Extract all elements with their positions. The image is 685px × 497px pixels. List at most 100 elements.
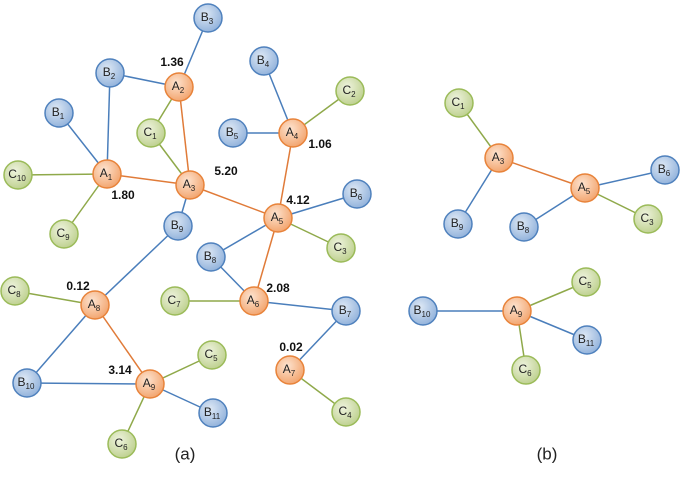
node-subscript: 6 — [666, 169, 671, 178]
node — [335, 76, 365, 106]
node-letter: A — [271, 210, 279, 224]
node-label: C1 — [143, 125, 157, 141]
node-label: C4 — [338, 404, 352, 420]
node-letter: C — [8, 167, 17, 181]
node — [502, 296, 532, 326]
edge — [94, 225, 179, 306]
node-subscript: 3 — [649, 218, 654, 227]
node — [44, 98, 74, 128]
edge — [498, 157, 586, 189]
node — [239, 286, 269, 316]
node-label: C10 — [8, 167, 26, 183]
node-letter: B — [578, 332, 586, 346]
node-weight: 4.12 — [286, 193, 310, 207]
node-subscript: 8 — [525, 226, 530, 235]
node — [164, 72, 194, 102]
node-subscript: 6 — [358, 193, 363, 202]
node-label: A3 — [183, 177, 196, 193]
node — [342, 179, 372, 209]
node-label: B3 — [201, 10, 214, 26]
node — [136, 118, 166, 148]
node-label: C7 — [167, 293, 181, 309]
node-letter: A — [88, 297, 96, 311]
node-letter: A — [143, 376, 151, 390]
edge — [26, 382, 151, 385]
node-subscript: 6 — [527, 369, 532, 378]
node — [572, 325, 602, 355]
node-letter: B — [18, 375, 26, 389]
node-subscript: 4 — [294, 132, 299, 141]
node — [197, 340, 227, 370]
node-subscript: 4 — [265, 60, 270, 69]
node-label: B9 — [451, 216, 464, 232]
node-subscript: 5 — [213, 354, 218, 363]
caption: (a) — [175, 444, 196, 463]
node-letter: B — [204, 405, 212, 419]
node-subscript: 9 — [518, 310, 523, 319]
node — [444, 88, 474, 118]
node-label: C3 — [640, 211, 654, 227]
node-letter: C — [578, 274, 587, 288]
node-letter: B — [171, 218, 179, 232]
edge — [178, 86, 191, 186]
edge — [94, 304, 151, 385]
node-label: A9 — [510, 303, 523, 319]
node-label: A3 — [492, 150, 505, 166]
node — [196, 242, 226, 272]
node — [331, 397, 361, 427]
node — [509, 212, 539, 242]
node-label: B8 — [517, 219, 530, 235]
node-letter: B — [658, 162, 666, 176]
node-subscript: 1 — [460, 102, 465, 111]
node-letter: C — [7, 283, 16, 297]
node — [12, 368, 42, 398]
node-label: C8 — [7, 283, 21, 299]
node-label: C6 — [114, 436, 128, 452]
node — [443, 209, 473, 239]
node — [571, 267, 601, 297]
node-letter: C — [143, 125, 152, 139]
node — [92, 159, 122, 189]
node-subscript: 10 — [26, 382, 35, 391]
node-letter: B — [226, 125, 234, 139]
node-weight: 3.14 — [108, 363, 132, 377]
node-letter: A — [247, 293, 255, 307]
node-label: B11 — [578, 332, 595, 348]
node-subscript: 6 — [255, 300, 260, 309]
node-subscript: 9 — [65, 233, 70, 242]
node — [263, 203, 293, 233]
node-label: B8 — [204, 249, 217, 265]
node-subscript: 1 — [60, 112, 65, 121]
node-letter: A — [172, 79, 180, 93]
node-subscript: 8 — [96, 304, 101, 313]
node — [49, 219, 79, 249]
node-letter: A — [183, 177, 191, 191]
node-label: C2 — [342, 83, 356, 99]
node — [650, 155, 680, 185]
node-label: A7 — [283, 362, 296, 378]
caption: (b) — [537, 444, 558, 463]
node-label: C5 — [204, 347, 218, 363]
node-label: B10 — [18, 375, 35, 391]
node — [408, 296, 438, 326]
node-weight: 2.08 — [266, 281, 290, 295]
node — [163, 211, 193, 241]
node-subscript: 8 — [16, 290, 21, 299]
node-weight: 1.36 — [160, 55, 184, 69]
node — [175, 170, 205, 200]
node-subscript: 5 — [234, 132, 239, 141]
node-label: C1 — [451, 95, 465, 111]
node-weight: 0.12 — [66, 279, 90, 293]
node-letter: C — [640, 211, 649, 225]
node — [275, 355, 305, 385]
node-letter: B — [350, 186, 358, 200]
node — [160, 286, 190, 316]
node-subscript: 7 — [347, 310, 352, 319]
node-weight: 0.02 — [279, 340, 303, 354]
node-letter: C — [518, 362, 527, 376]
node-subscript: 9 — [179, 225, 184, 234]
edge — [253, 300, 347, 312]
node — [326, 233, 356, 263]
node-subscript: 11 — [586, 339, 595, 348]
node — [193, 3, 223, 33]
